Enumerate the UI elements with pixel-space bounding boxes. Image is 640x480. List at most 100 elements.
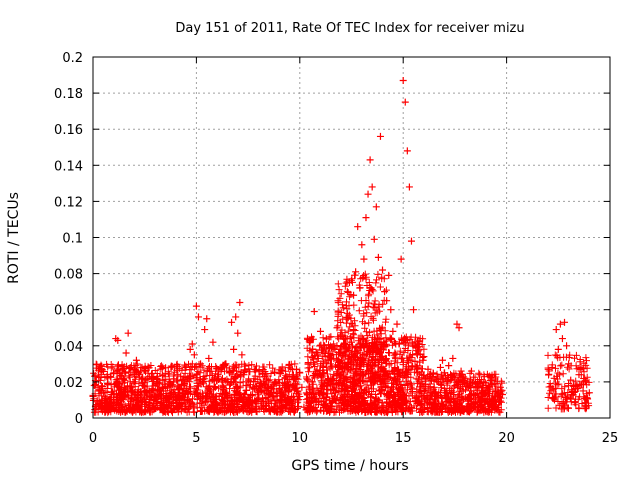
data-point [103, 380, 111, 388]
data-point [490, 380, 498, 388]
data-point [132, 356, 140, 364]
data-point [441, 369, 449, 377]
data-point [445, 362, 453, 370]
data-point [335, 363, 343, 371]
data-point [110, 396, 118, 404]
data-point [552, 326, 560, 334]
data-point [389, 327, 397, 335]
data-point [120, 392, 128, 400]
data-point [201, 326, 209, 334]
data-point [376, 132, 384, 140]
data-point [387, 306, 395, 314]
data-point [333, 324, 341, 332]
data-point [126, 363, 134, 371]
data-point [422, 374, 430, 382]
data-point [290, 392, 298, 400]
data-point [467, 367, 475, 375]
data-point [178, 396, 186, 404]
data-point [283, 394, 291, 402]
data-point [496, 383, 504, 391]
data-point [209, 338, 217, 346]
data-point [348, 338, 355, 346]
data-point [325, 356, 333, 364]
data-point [550, 374, 558, 382]
data-point [494, 389, 502, 397]
data-point [569, 391, 577, 399]
data-point [197, 360, 205, 368]
data-point [182, 363, 190, 371]
data-point [407, 237, 415, 245]
data-point [219, 383, 227, 391]
data-point [430, 383, 438, 391]
data-point [556, 320, 564, 328]
data-point [261, 372, 269, 380]
data-point [482, 389, 490, 397]
x-axis-label: GPS time / hours [291, 458, 408, 474]
data-point [265, 400, 273, 408]
data-point [285, 385, 293, 393]
data-point [416, 358, 424, 366]
data-point [316, 327, 324, 335]
x-tick-label: 20 [498, 431, 515, 446]
data-point [476, 371, 484, 379]
data-point [228, 318, 236, 326]
data-point [114, 336, 122, 344]
data-point [163, 383, 171, 391]
data-point [383, 297, 391, 305]
data-point [426, 387, 434, 395]
data-point [170, 378, 178, 386]
data-point [434, 378, 442, 386]
data-point [461, 374, 469, 382]
data-point [558, 335, 566, 343]
y-tick-label: 0.02 [54, 376, 83, 391]
data-point [385, 271, 393, 279]
data-point [455, 324, 463, 332]
data-point [585, 389, 593, 397]
data-point [184, 374, 192, 382]
data-point [459, 387, 467, 395]
data-point [236, 298, 244, 306]
chart-title: Day 151 of 2011, Rate Of TEC Index for r… [175, 21, 524, 36]
data-point [360, 255, 368, 263]
data-point [122, 349, 130, 357]
data-point [368, 183, 376, 191]
data-point [240, 371, 248, 379]
data-point [457, 367, 465, 375]
data-point [172, 392, 180, 400]
data-point [118, 374, 126, 382]
data-point [356, 284, 364, 292]
data-point [350, 291, 358, 299]
data-point [153, 391, 161, 399]
data-point [174, 371, 182, 379]
data-point [341, 351, 349, 359]
data-point [128, 387, 136, 395]
y-tick-label: 0.08 [54, 268, 83, 283]
data-point [391, 349, 399, 357]
y-tick-label: 0.12 [54, 195, 83, 210]
data-point [354, 223, 362, 231]
y-tick-label: 0.04 [54, 340, 83, 355]
data-point [294, 396, 302, 404]
data-point [472, 398, 480, 406]
data-point [498, 391, 506, 399]
data-point [364, 190, 372, 198]
data-point [279, 391, 287, 399]
data-point [254, 389, 262, 397]
data-point [488, 394, 496, 402]
data-point [393, 320, 401, 328]
data-point [451, 382, 459, 390]
data-point [296, 369, 304, 377]
data-point [395, 340, 403, 348]
data-point [474, 383, 482, 391]
data-point [463, 394, 471, 402]
data-point [97, 401, 105, 409]
data-point [99, 389, 107, 397]
data-point [215, 392, 223, 400]
data-point [192, 302, 200, 310]
data-point [308, 378, 316, 386]
data-point [399, 76, 407, 84]
data-point [269, 392, 277, 400]
data-point [225, 369, 233, 377]
data-point [561, 318, 569, 326]
data-point [259, 394, 267, 402]
